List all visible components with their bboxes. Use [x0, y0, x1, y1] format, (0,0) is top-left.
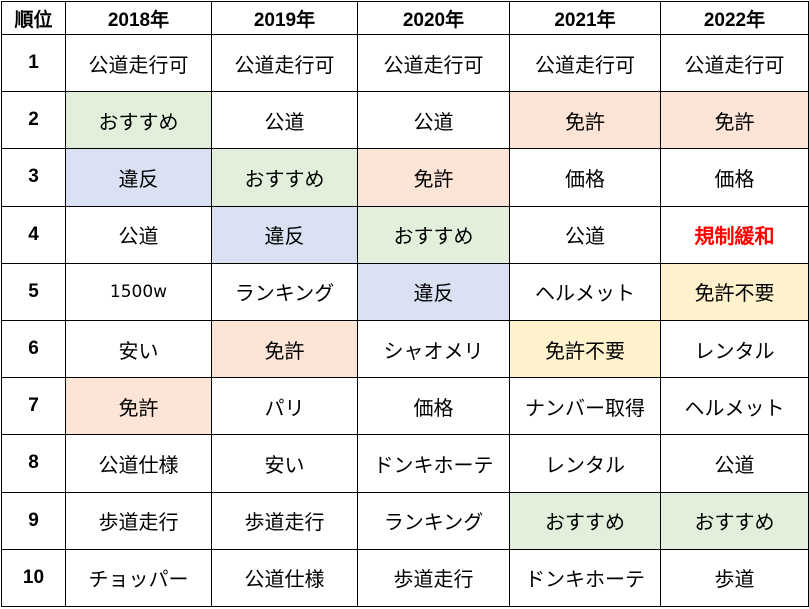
keyword-cell-2020: 違反	[357, 262, 510, 321]
keyword-cell-2021: おすすめ	[509, 491, 661, 550]
keyword-cell-2022: 規制緩和	[660, 205, 809, 264]
keyword-cell-2020: 価格	[357, 377, 510, 436]
keyword-cell-2020: ランキング	[357, 491, 510, 550]
keyword-cell-2018: チョッパー	[65, 548, 212, 608]
rank-cell: 5	[1, 262, 66, 321]
keyword-cell-2018: 公道走行可	[65, 33, 212, 93]
keyword-cell-2022: 歩道	[660, 548, 809, 608]
table-row: 10 チョッパー 公道仕様 歩道走行 ドンキホーテ 歩道	[1, 548, 809, 608]
keyword-cell-2021: 公道	[509, 205, 661, 264]
keyword-cell-2019: 違反	[211, 205, 358, 264]
keyword-cell-2018: 安い	[65, 319, 212, 379]
table-row: 9 歩道走行 歩道走行 ランキング おすすめ おすすめ	[1, 491, 809, 550]
keyword-cell-2021: レンタル	[509, 434, 661, 493]
keyword-cell-2022: レンタル	[660, 319, 809, 379]
keyword-cell-2022: 公道	[660, 434, 809, 493]
keyword-cell-2018: おすすめ	[65, 91, 212, 150]
rank-cell: 2	[1, 91, 66, 150]
keyword-cell-2021: 公道走行可	[509, 33, 661, 93]
keyword-cell-2019: 公道	[211, 91, 358, 150]
keyword-cell-2021: 免許不要	[509, 319, 661, 379]
keyword-cell-2019: 公道走行可	[211, 33, 358, 93]
keyword-cell-2018: 違反	[65, 148, 212, 207]
keyword-cell-2019: 安い	[211, 434, 358, 493]
header-year-2019: 2019年	[211, 1, 358, 35]
header-year-2022: 2022年	[660, 1, 809, 35]
keyword-cell-2022: 免許不要	[660, 262, 809, 321]
keyword-cell-2018: 歩道走行	[65, 491, 212, 550]
keyword-cell-2020: おすすめ	[357, 205, 510, 264]
keyword-cell-2019: ランキング	[211, 262, 358, 321]
keyword-cell-2018: 公道	[65, 205, 212, 264]
header-year-2020: 2020年	[357, 1, 510, 35]
keyword-cell-2018: 免許	[65, 377, 212, 436]
rank-cell: 7	[1, 377, 66, 436]
header-year-2018: 2018年	[65, 1, 212, 35]
keyword-cell-2019: おすすめ	[211, 148, 358, 207]
keyword-cell-2020: シャオメリ	[357, 319, 510, 379]
table-row: 2 おすすめ 公道 公道 免許 免許	[1, 91, 809, 150]
keyword-cell-2020: 免許	[357, 148, 510, 207]
header-year-2021: 2021年	[509, 1, 661, 35]
keyword-cell-2019: 免許	[211, 319, 358, 379]
rank-cell: 9	[1, 491, 66, 550]
keyword-cell-2022: 免許	[660, 91, 809, 150]
table-row: 5 1500w ランキング 違反 ヘルメット 免許不要	[1, 262, 809, 321]
rank-cell: 4	[1, 205, 66, 264]
rank-cell: 1	[1, 33, 66, 93]
header-rank: 順位	[1, 1, 66, 35]
keyword-cell-2022: ヘルメット	[660, 377, 809, 436]
keyword-cell-2022: おすすめ	[660, 491, 809, 550]
table-row: 3 違反 おすすめ 免許 価格 価格	[1, 148, 809, 207]
keyword-cell-2018: 1500w	[65, 262, 212, 321]
rank-cell: 8	[1, 434, 66, 493]
keyword-cell-2021: ドンキホーテ	[509, 548, 661, 608]
keyword-cell-2020: 歩道走行	[357, 548, 510, 608]
table-row: 7 免許 パリ 価格 ナンバー取得 ヘルメット	[1, 377, 809, 436]
keyword-cell-2020: ドンキホーテ	[357, 434, 510, 493]
keyword-cell-2019: 公道仕様	[211, 548, 358, 608]
keyword-cell-2021: 価格	[509, 148, 661, 207]
header-row: 順位 2018年 2019年 2020年 2021年 2022年	[1, 1, 809, 35]
table-row: 1 公道走行可 公道走行可 公道走行可 公道走行可 公道走行可	[1, 33, 809, 93]
keyword-cell-2019: 歩道走行	[211, 491, 358, 550]
keyword-cell-2021: ヘルメット	[509, 262, 661, 321]
rank-cell: 6	[1, 319, 66, 379]
keyword-cell-2018: 公道仕様	[65, 434, 212, 493]
rank-cell: 10	[1, 548, 66, 608]
keyword-cell-2022: 価格	[660, 148, 809, 207]
keyword-cell-2020: 公道	[357, 91, 510, 150]
keyword-cell-2021: 免許	[509, 91, 661, 150]
keyword-cell-2019: パリ	[211, 377, 358, 436]
table-row: 6 安い 免許 シャオメリ 免許不要 レンタル	[1, 319, 809, 379]
keyword-cell-2022: 公道走行可	[660, 33, 809, 93]
keyword-cell-2021: ナンバー取得	[509, 377, 661, 436]
table-body: 1 公道走行可 公道走行可 公道走行可 公道走行可 公道走行可 2 おすすめ 公道 公道 免許 免許 3…	[1, 33, 809, 608]
table-row: 4 公道 違反 おすすめ 公道 規制緩和	[1, 205, 809, 264]
table-row: 8 公道仕様 安い ドンキホーテ レンタル 公道	[1, 434, 809, 493]
table-header: 順位 2018年 2019年 2020年 2021年 2022年	[1, 1, 809, 35]
rank-cell: 3	[1, 148, 66, 207]
keyword-cell-2020: 公道走行可	[357, 33, 510, 93]
